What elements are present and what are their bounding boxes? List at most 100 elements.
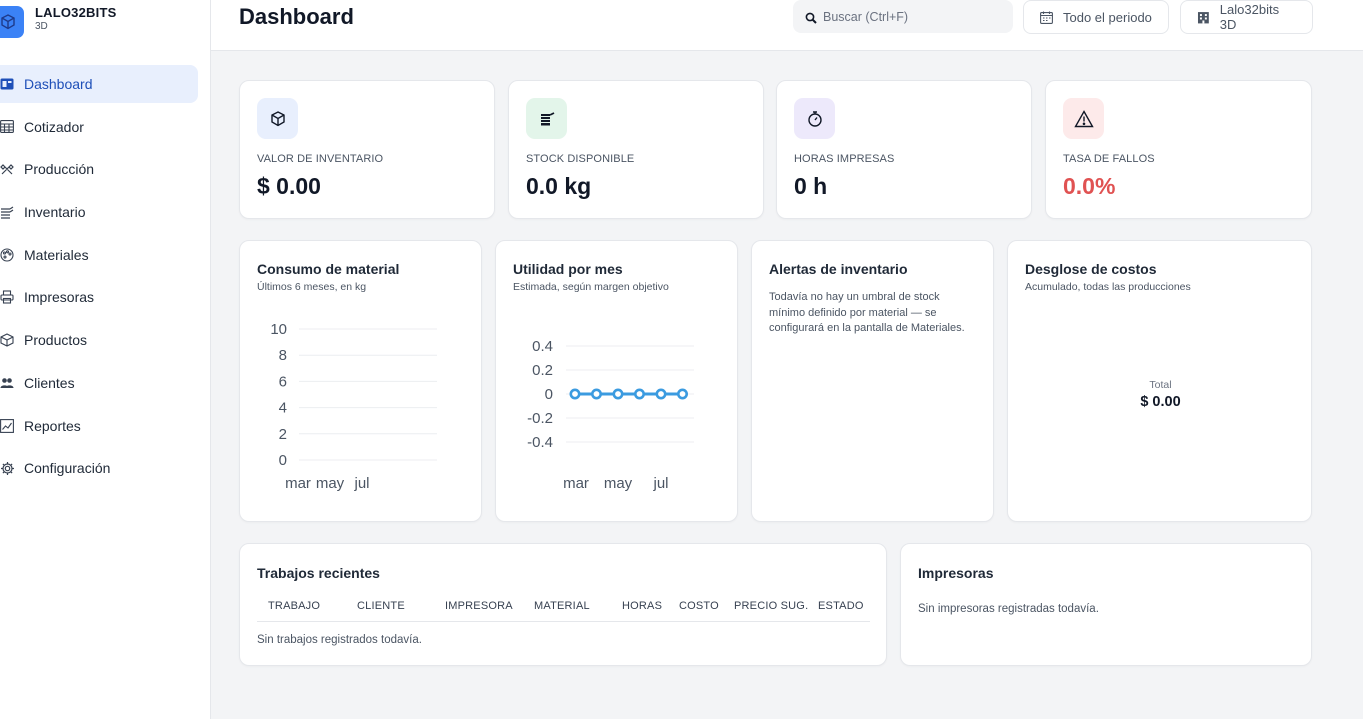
column-header[interactable]: TRABAJO [268, 600, 321, 612]
sidebar-item-label: Reportes [24, 417, 81, 434]
sidebar-item-label: Impresoras [24, 289, 95, 306]
dashboard-icon [0, 77, 15, 91]
sidebar-item-inventario[interactable]: Inventario [0, 193, 211, 231]
y-tick-label: -0.2 [527, 410, 553, 427]
card-subtitle: Estimada, según margen objetivo [513, 281, 669, 293]
column-header[interactable]: ESTADO [818, 600, 864, 612]
column-header[interactable]: CLIENTE [357, 600, 405, 612]
sidebar-item-label: Cotizador [24, 118, 84, 135]
period-filter-button[interactable]: Todo el periodo [1023, 0, 1169, 34]
cost-breakdown-card: Desglose de costos Acumulado, todas las … [1007, 240, 1312, 522]
data-point [677, 388, 689, 400]
tools-icon [0, 162, 15, 176]
top-header: Dashboard Todo el periodo Lalo32bits 3D [211, 0, 1363, 51]
chart-icon [0, 418, 15, 433]
column-header[interactable]: IMPRESORA [445, 600, 513, 612]
stat-value: 0 h [794, 173, 828, 199]
sidebar-item-produccion[interactable]: Producción [0, 150, 211, 188]
warning-icon [1063, 98, 1104, 139]
cube-icon [257, 98, 298, 139]
y-tick-label: 0 [545, 386, 553, 403]
search-icon [805, 11, 817, 24]
sidebar-item-clientes[interactable]: Clientes [0, 364, 211, 402]
stat-value: 0.0% [1063, 173, 1116, 199]
company-selector-label: Lalo32bits 3D [1219, 2, 1280, 32]
card-title: Impresoras [918, 565, 994, 581]
stat-label: TASA DE FALLOS [1063, 153, 1155, 165]
stat-card-inventory-value: VALOR DE INVENTARIO $ 0.00 [239, 80, 495, 219]
data-point [634, 388, 646, 400]
printers-empty-text: Sin impresoras registradas todavía. [918, 603, 1099, 615]
column-header[interactable]: MATERIAL [534, 600, 590, 612]
sidebar-item-cotizador[interactable]: Cotizador [0, 108, 211, 146]
stat-card-failure-rate: TASA DE FALLOS 0.0% [1045, 80, 1312, 219]
x-tick-label: may [316, 475, 345, 492]
sidebar-item-dashboard[interactable]: Dashboard [0, 65, 198, 103]
spool-icon [0, 205, 15, 219]
card-title: Trabajos recientes [257, 565, 380, 581]
stat-card-print-hours: HORAS IMPRESAS 0 h [776, 80, 1032, 219]
y-tick-label: 0 [279, 452, 287, 469]
sidebar-item-label: Inventario [24, 204, 86, 221]
sidebar-item-label: Dashboard [24, 76, 93, 92]
y-tick-label: 2 [279, 426, 287, 443]
brand[interactable]: LALO32BITS 3D [0, 4, 116, 38]
sidebar-item-configuracion[interactable]: Configuración [0, 449, 211, 487]
gear-icon [0, 461, 15, 475]
spool-icon [526, 98, 567, 139]
column-header[interactable]: HORAS [622, 600, 663, 612]
sidebar-item-productos[interactable]: Productos [0, 321, 211, 359]
x-tick-label: jul [652, 475, 668, 492]
stat-card-stock: STOCK DISPONIBLE 0.0 kg [508, 80, 764, 219]
period-filter-label: Todo el periodo [1063, 9, 1152, 25]
calculator-icon [0, 120, 15, 134]
data-point [655, 388, 667, 400]
sidebar-item-label: Materiales [24, 246, 89, 263]
sidebar-item-label: Clientes [24, 374, 75, 391]
page-title: Dashboard [239, 4, 354, 29]
card-title: Alertas de inventario [769, 261, 908, 277]
card-subtitle: Acumulado, todas las producciones [1025, 281, 1191, 293]
stat-label: HORAS IMPRESAS [794, 153, 895, 165]
material-consumption-card: Consumo de material Últimos 6 meses, en … [239, 240, 482, 522]
y-tick-label: 6 [279, 373, 287, 390]
y-tick-label: 0.2 [532, 362, 553, 379]
jobs-empty-text: Sin trabajos registrados todavía. [257, 634, 422, 646]
card-title: Utilidad por mes [513, 261, 623, 277]
cube-icon [0, 6, 24, 38]
palette-icon [0, 248, 15, 262]
sidebar-nav: Dashboard Cotizador Producción Inventari… [0, 65, 211, 492]
y-tick-label: 8 [279, 347, 287, 364]
box-icon [0, 333, 15, 347]
printers-card: Impresoras Sin impresoras registradas to… [900, 543, 1312, 666]
sidebar-item-impresoras[interactable]: Impresoras [0, 278, 211, 316]
stat-label: STOCK DISPONIBLE [526, 153, 635, 165]
search-input[interactable] [823, 9, 1003, 24]
sidebar-item-reportes[interactable]: Reportes [0, 407, 211, 445]
stat-value: $ 0.00 [257, 173, 321, 199]
column-header[interactable]: COSTO [679, 600, 719, 612]
stat-label: VALOR DE INVENTARIO [257, 153, 384, 165]
search-box[interactable] [793, 0, 1013, 33]
calendar-icon [1040, 11, 1053, 24]
stopwatch-icon [794, 98, 835, 139]
x-tick-label: may [604, 475, 633, 492]
y-tick-label: 10 [270, 321, 287, 338]
sidebar-item-materiales[interactable]: Materiales [0, 236, 211, 274]
data-point [569, 388, 581, 400]
recent-jobs-card: Trabajos recientes TRABAJO CLIENTE IMPRE… [239, 543, 887, 666]
total-label: Total [1149, 379, 1172, 391]
x-tick-label: jul [353, 475, 369, 492]
users-icon [0, 376, 15, 390]
company-selector-button[interactable]: Lalo32bits 3D [1180, 0, 1313, 34]
sidebar: LALO32BITS 3D Dashboard Cotizador Produc… [0, 0, 211, 719]
jobs-table-header: TRABAJO CLIENTE IMPRESORA MATERIAL HORAS… [257, 600, 870, 622]
sidebar-item-label: Producción [24, 161, 95, 178]
inventory-alerts-card: Alertas de inventario Todavía no hay un … [751, 240, 994, 522]
consumption-chart: 10 8 6 4 2 0 mar may jul [270, 321, 437, 492]
x-tick-label: mar [285, 475, 311, 492]
total-value: $ 0.00 [1140, 394, 1181, 410]
x-tick-label: mar [563, 475, 589, 492]
column-header[interactable]: PRECIO SUG. [734, 600, 809, 612]
stat-value: 0.0 kg [526, 173, 592, 199]
